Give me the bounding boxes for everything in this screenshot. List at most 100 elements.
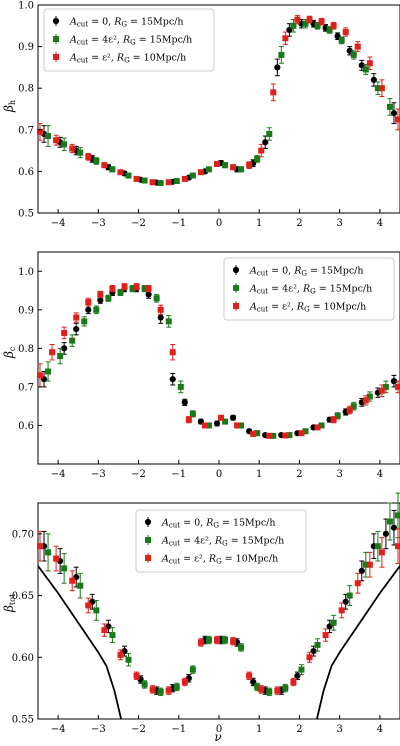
series-2 <box>37 14 400 186</box>
data-point <box>362 66 369 73</box>
legend-marker <box>145 537 151 543</box>
data-point <box>390 110 398 117</box>
data-point <box>306 16 313 23</box>
data-point <box>266 688 273 695</box>
data-point <box>338 37 345 44</box>
legend-marker <box>232 266 240 274</box>
legend-box <box>43 8 215 72</box>
data-point <box>189 666 196 673</box>
data-point <box>286 432 293 439</box>
data-point <box>201 422 208 429</box>
legend-box <box>223 257 395 321</box>
data-point <box>117 289 124 296</box>
legend-marker <box>233 303 239 309</box>
y-tick-label: 0.6 <box>18 421 34 432</box>
x-tick-label: 1 <box>256 469 262 480</box>
y-tick-label: 0.6 <box>18 167 34 178</box>
data-point <box>282 685 289 692</box>
data-point <box>338 607 345 614</box>
data-point <box>390 524 398 531</box>
theory-curve-left <box>38 565 122 719</box>
data-point <box>125 656 132 663</box>
data-point <box>306 654 313 661</box>
x-ticks: −4 −3 −2 −1 0 1 2 3 4 <box>51 715 383 735</box>
x-tick-label: −3 <box>91 469 106 480</box>
data-point <box>181 399 188 406</box>
x-tick-label: −2 <box>131 469 146 480</box>
data-point <box>278 51 285 58</box>
data-point <box>322 632 329 639</box>
y-ticks: 0.6 0.7 0.8 0.9 1.0 <box>18 267 42 432</box>
legend: Acut = 0, RG = 15Mpc/h Acut = 4ε², RG = 1… <box>223 257 395 321</box>
data-point <box>354 43 361 50</box>
data-point <box>266 432 273 439</box>
data-point <box>266 130 273 137</box>
data-point <box>350 403 357 410</box>
data-point <box>37 543 44 550</box>
data-point <box>258 686 265 693</box>
legend-label: Acut = 4ε², RG = 15Mpc/h <box>69 35 192 47</box>
legend-marker <box>144 518 152 526</box>
legend-label: Acut = 0, RG = 15Mpc/h <box>249 266 364 278</box>
data-point <box>258 147 265 154</box>
data-point <box>394 116 400 123</box>
data-point <box>290 22 297 29</box>
data-point <box>93 306 100 313</box>
data-point <box>45 549 52 556</box>
data-point <box>346 407 353 414</box>
data-point <box>69 145 76 152</box>
series-2 <box>37 283 400 439</box>
data-point <box>37 128 44 135</box>
data-point <box>250 430 257 437</box>
data-point <box>314 641 321 648</box>
theory-curve-right <box>316 565 400 719</box>
data-point <box>330 619 337 626</box>
data-point <box>342 29 349 36</box>
data-point <box>222 637 229 644</box>
data-point <box>97 297 104 304</box>
data-point <box>173 683 180 690</box>
data-point <box>53 137 60 144</box>
data-point <box>362 561 369 568</box>
data-point <box>218 414 225 421</box>
x-tick-label: 3 <box>336 724 342 735</box>
data-point <box>181 175 188 182</box>
x-tick-label: 2 <box>296 218 302 229</box>
data-point <box>57 353 64 360</box>
panel-beta-h: −4 −3 −2 −1 0 1 2 3 4 0.5 0.6 0.7 0.8 0.9 1.0 βh Acut… <box>2 1 400 229</box>
data-point <box>165 179 172 186</box>
data-point <box>149 686 156 693</box>
data-point <box>262 139 269 146</box>
y-tick-label: 0.7 <box>18 125 34 136</box>
data-point <box>302 428 309 435</box>
data-point <box>394 383 400 390</box>
data-point <box>133 283 140 290</box>
data-point <box>318 422 325 429</box>
legend-label: Acut = 4ε², RG = 15Mpc/h <box>249 284 372 296</box>
x-tick-label: 4 <box>377 724 383 735</box>
data-point <box>350 51 357 58</box>
x-ticks: −4 −3 −2 −1 0 1 2 3 4 <box>51 209 383 229</box>
data-point <box>125 172 132 179</box>
data-point <box>326 26 333 33</box>
data-point <box>254 155 261 162</box>
data-point <box>121 283 128 290</box>
data-point <box>189 410 196 417</box>
legend-box <box>135 509 307 573</box>
series-1 <box>45 285 389 439</box>
data-point <box>141 177 148 184</box>
data-point <box>366 393 373 400</box>
data-markers <box>37 14 400 187</box>
legend-label: Acut = ε², RG = 10Mpc/h <box>161 554 278 566</box>
data-point <box>314 424 321 431</box>
data-point <box>394 543 400 550</box>
y-axis-label: βh <box>2 100 17 113</box>
x-tick-label: 0 <box>216 724 222 735</box>
data-point <box>61 141 68 148</box>
legend: Acut = 0, RG = 15Mpc/h Acut = 4ε², RG = 1… <box>43 8 215 72</box>
data-point <box>314 22 321 29</box>
data-point <box>101 162 108 169</box>
data-point <box>386 103 393 110</box>
data-point <box>246 162 253 169</box>
data-point <box>157 688 164 695</box>
